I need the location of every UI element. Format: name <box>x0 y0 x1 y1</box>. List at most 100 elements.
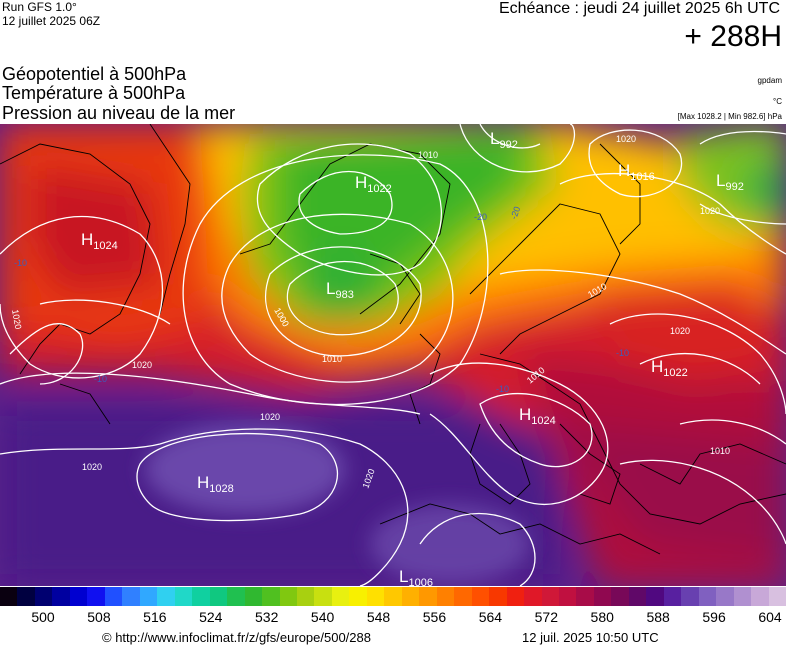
color-scale-swatch <box>227 587 245 606</box>
color-scale-swatch <box>628 587 647 606</box>
color-scale-swatch <box>69 587 88 606</box>
color-scale-tick: 540 <box>310 609 335 625</box>
color-scale-swatch <box>663 587 682 606</box>
layer-title-temperature: Température à 500hPa <box>2 83 186 103</box>
isobar-label: 1020 <box>260 412 280 422</box>
color-scale-tick: 564 <box>478 609 503 625</box>
pressure-center: H1022 <box>355 173 392 195</box>
color-scale-tick: 532 <box>255 609 279 625</box>
isobars <box>0 124 786 586</box>
color-scale-swatch <box>122 587 140 606</box>
color-scale-tick: 524 <box>199 609 223 625</box>
run-date: 12 juillet 2025 06Z <box>2 14 101 28</box>
color-scale-swatch <box>524 587 542 606</box>
temperature-label: -10 <box>496 384 509 394</box>
layer-title-geopotential: Géopotentiel à 500hPa <box>2 64 187 84</box>
isobar-label: 1020 <box>132 360 152 370</box>
color-scale-swatch <box>436 587 455 606</box>
temperature-unit: °C <box>773 97 782 106</box>
temperature-label: -10 <box>94 374 107 384</box>
color-scale-swatch <box>262 587 280 606</box>
forecast-map: L992 H1022 L983 H1024 H1016 L992 H1022 H… <box>0 124 786 586</box>
temperature-labels: -20 -20 -10 -10 -10 -10 <box>14 205 629 394</box>
color-scale-swatch <box>716 587 734 606</box>
color-scale-swatch <box>384 587 402 606</box>
isobar-label: 1020 <box>616 134 636 144</box>
geopotential-unit: gpdam <box>757 76 782 85</box>
color-scale-swatch <box>139 587 158 606</box>
color-scale-swatch <box>681 587 699 606</box>
pressure-center: H1016 <box>618 161 655 183</box>
run-title: Run GFS 1.0° <box>2 0 77 14</box>
color-scale-swatch <box>331 587 350 606</box>
color-scale-bar <box>0 587 786 606</box>
pressure-center: H1028 <box>197 473 234 495</box>
color-scale-swatch <box>611 587 629 606</box>
color-scale-swatch <box>559 587 577 606</box>
color-scale-swatch <box>646 587 664 606</box>
color-scale-swatch <box>768 587 786 606</box>
isobar-label: 1020 <box>670 326 690 336</box>
forecast-valid-time: Echéance : jeudi 24 juillet 2025 6h UTC <box>498 0 780 17</box>
pressure-center: L983 <box>326 279 354 301</box>
pressure-center: H1024 <box>81 230 118 252</box>
color-scale-swatch <box>209 587 228 606</box>
color-scale-swatch <box>541 587 559 606</box>
isobar-label: 1020 <box>700 206 720 216</box>
color-scale-tick: 516 <box>143 609 167 625</box>
color-scale-swatch <box>0 587 18 606</box>
color-scale-tick: 596 <box>702 609 726 625</box>
forecast-horizon: + 288H <box>684 20 782 53</box>
color-scale-swatch <box>593 587 612 606</box>
temperature-label: -20 <box>508 205 522 221</box>
pressure-center: L992 <box>716 171 744 193</box>
source-url: © http://www.infoclimat.fr/z/gfs/europe/… <box>102 630 371 645</box>
color-scale-tick: 604 <box>758 609 782 625</box>
color-scale-swatch <box>471 587 490 606</box>
temperature-label: -10 <box>14 258 27 268</box>
pressure-center: H1022 <box>651 357 688 379</box>
color-scale-ticks: 500 508 516 524 532 540 548 556 564 572 580 588 596 6… <box>0 609 786 625</box>
color-scale-tick: 588 <box>646 609 670 625</box>
color-scale-tick: 580 <box>590 609 614 625</box>
color-scale-swatch <box>454 587 472 606</box>
pressure-centers: L992 H1022 L983 H1024 H1016 L992 H1022 H… <box>81 129 744 586</box>
color-scale-swatch <box>733 587 752 606</box>
color-scale-swatch <box>244 587 263 606</box>
pressure-center: L992 <box>490 129 518 151</box>
isobar-label: 1010 <box>418 150 438 160</box>
color-scale-tick: 508 <box>87 609 111 625</box>
pressure-center: L1006 <box>399 567 433 586</box>
pressure-center: H1024 <box>519 405 556 427</box>
color-scale-swatch <box>174 587 193 606</box>
color-scale-swatch <box>698 587 717 606</box>
isobar-label: 1020 <box>10 309 23 330</box>
temperature-label: -20 <box>474 212 487 222</box>
color-scale-swatch <box>157 587 175 606</box>
color-scale-swatch <box>279 587 297 606</box>
color-scale-swatch <box>576 587 594 606</box>
isobar-label: 1020 <box>82 462 102 472</box>
color-scale-swatch <box>52 587 70 606</box>
pressure-extremes: [Max 1028.2 | Min 982.6] hPa <box>677 112 782 121</box>
color-scale-swatch <box>314 587 332 606</box>
color-scale-swatch <box>17 587 35 606</box>
color-scale-swatch <box>419 587 437 606</box>
color-scale-swatch <box>349 587 367 606</box>
temperature-label: -10 <box>616 348 629 358</box>
layer-title-pressure: Pression au niveau de la mer <box>2 103 236 123</box>
isobar-label: 1010 <box>322 354 342 364</box>
generation-time: 12 juil. 2025 10:50 UTC <box>522 630 659 645</box>
color-scale-swatch <box>401 587 420 606</box>
color-scale-swatch <box>489 587 507 606</box>
color-scale-swatch <box>34 587 53 606</box>
color-scale-tick: 548 <box>366 609 391 625</box>
color-scale-swatch <box>296 587 315 606</box>
color-scale-swatch <box>506 587 525 606</box>
color-scale-swatch <box>751 587 769 606</box>
color-scale-tick: 556 <box>422 609 447 625</box>
isobar-label: 1010 <box>710 446 730 456</box>
color-scale-tick: 500 <box>31 609 55 625</box>
color-scale-swatch <box>104 587 123 606</box>
color-scale-swatch <box>366 587 385 606</box>
